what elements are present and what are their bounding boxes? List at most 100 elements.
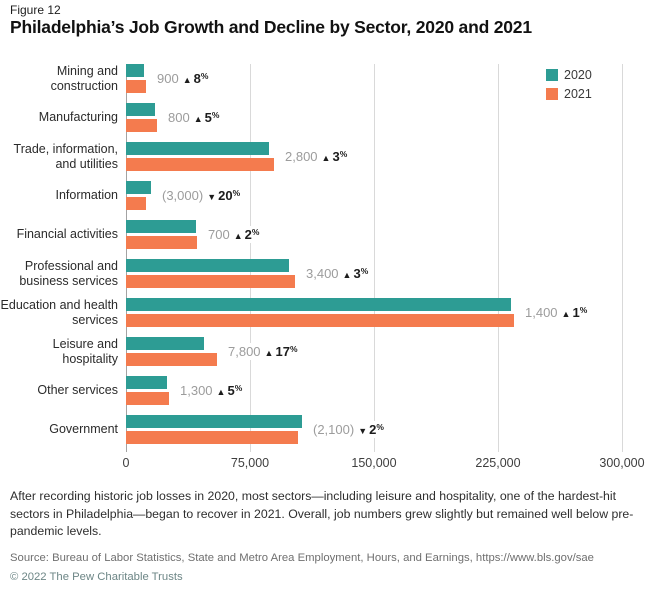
y-axis-line (126, 64, 127, 452)
change-percent: 2% (369, 422, 384, 437)
change-value: 800 (168, 110, 190, 125)
bar-pair (126, 415, 302, 444)
change-percent: 20% (218, 188, 241, 203)
bar-2021 (126, 80, 146, 93)
x-tick-label: 300,000 (599, 456, 645, 470)
x-tick-label: 75,000 (230, 456, 270, 470)
change-annotation: 7,800 ▲ 17% (226, 343, 300, 360)
up-triangle-icon: ▲ (264, 348, 274, 358)
up-triangle-icon: ▲ (342, 270, 352, 280)
bar-chart: Mining and construction 900 ▲ 8% Manufacturi… (0, 60, 650, 474)
bar-2020 (126, 259, 289, 272)
change-annotation: 700 ▲ 2% (206, 226, 262, 243)
chart-row: Education and health services 1,400 ▲ 1% (0, 298, 650, 327)
category-label: Government (49, 422, 118, 437)
change-annotation: (3,000) ▼ 20% (160, 187, 243, 204)
down-triangle-icon: ▼ (207, 192, 217, 202)
category-label: Manufacturing (38, 110, 118, 125)
change-percent: 3% (332, 149, 348, 164)
category-label: Trade, information, and utilities (13, 142, 118, 171)
legend-item-2020: 2020 (546, 68, 592, 82)
bar-pair (126, 142, 274, 171)
chart-row: Manufacturing 800 ▲ 5% (0, 103, 650, 132)
change-annotation: 900 ▲ 8% (155, 70, 211, 87)
chart-rows: Mining and construction 900 ▲ 8% Manufacturi… (0, 64, 650, 444)
up-triangle-icon: ▲ (561, 309, 571, 319)
gridline (622, 64, 623, 452)
gridline (374, 64, 375, 452)
bar-2020 (126, 142, 269, 155)
bar-2021 (126, 431, 298, 444)
legend-swatch-icon (546, 88, 558, 100)
bar-2021 (126, 314, 514, 327)
bar-pair (126, 298, 514, 327)
change-annotation: (2,100) ▼ 2% (311, 421, 386, 438)
source-line: Source: Bureau of Labor Statistics, Stat… (10, 552, 594, 564)
bar-pair (126, 103, 157, 132)
figure-note: After recording historic job losses in 2… (10, 489, 634, 538)
legend-label: 2020 (564, 68, 592, 82)
category-label: Leisure and hospitality (52, 337, 118, 366)
legend-label: 2021 (564, 87, 592, 101)
change-percent: 17% (275, 344, 298, 359)
gridline (498, 64, 499, 452)
chart-row: Other services 1,300 ▲ 5% (0, 376, 650, 405)
bar-2021 (126, 353, 217, 366)
change-value: 7,800 (228, 344, 261, 359)
bar-2020 (126, 337, 204, 350)
up-triangle-icon: ▲ (193, 114, 203, 124)
change-percent: 5% (204, 110, 220, 125)
chart-row: Leisure and hospitality 7,800 ▲ 17% (0, 337, 650, 366)
up-triangle-icon: ▲ (216, 387, 226, 397)
legend-item-2021: 2021 (546, 87, 592, 101)
change-percent: 5% (227, 383, 243, 398)
bar-2021 (126, 158, 274, 171)
change-percent: 3% (353, 266, 369, 281)
bar-2021 (126, 197, 146, 210)
change-annotation: 800 ▲ 5% (166, 109, 222, 126)
legend-swatch-icon (546, 69, 558, 81)
down-triangle-icon: ▼ (358, 426, 368, 436)
bar-pair (126, 376, 169, 405)
bar-pair (126, 181, 151, 210)
chart-row: Information (3,000) ▼ 20% (0, 181, 650, 210)
change-value: (3,000) (162, 188, 204, 203)
change-annotation: 1,300 ▲ 5% (178, 382, 245, 399)
category-label: Professional and business services (19, 259, 118, 288)
bar-2020 (126, 298, 511, 311)
change-percent: 8% (193, 71, 209, 86)
chart-legend: 2020 2021 (546, 68, 592, 106)
change-annotation: 2,800 ▲ 3% (283, 148, 350, 165)
change-value: 1,300 (180, 383, 213, 398)
category-label: Financial activities (16, 227, 118, 242)
bar-2020 (126, 64, 144, 77)
change-percent: 2% (244, 227, 260, 242)
chart-title: Philadelphia’s Job Growth and Decline by… (10, 17, 532, 37)
change-value: 900 (157, 71, 179, 86)
up-triangle-icon: ▲ (233, 231, 243, 241)
copyright-line: © 2022 The Pew Charitable Trusts (10, 571, 183, 583)
bar-pair (126, 337, 217, 366)
chart-row: Financial activities 700 ▲ 2% (0, 220, 650, 249)
category-label: Education and health services (0, 298, 118, 327)
change-value: 2,800 (285, 149, 318, 164)
bar-2021 (126, 119, 157, 132)
bar-2021 (126, 392, 169, 405)
change-annotation: 3,400 ▲ 3% (304, 265, 371, 282)
bar-2020 (126, 220, 196, 233)
change-percent: 1% (572, 305, 588, 320)
gridline (250, 64, 251, 452)
bar-pair (126, 64, 146, 93)
x-tick-label: 150,000 (351, 456, 397, 470)
bar-2021 (126, 275, 295, 288)
x-tick-label: 225,000 (475, 456, 521, 470)
category-label: Other services (37, 383, 118, 398)
change-value: 700 (208, 227, 230, 242)
change-value: 3,400 (306, 266, 339, 281)
plot-gridlines (126, 64, 623, 452)
bar-pair (126, 220, 197, 249)
category-label: Mining and construction (50, 64, 118, 93)
up-triangle-icon: ▲ (321, 153, 331, 163)
up-triangle-icon: ▲ (182, 75, 192, 85)
chart-row: Trade, information, and utilities 2,800 ▲ 3… (0, 142, 650, 171)
